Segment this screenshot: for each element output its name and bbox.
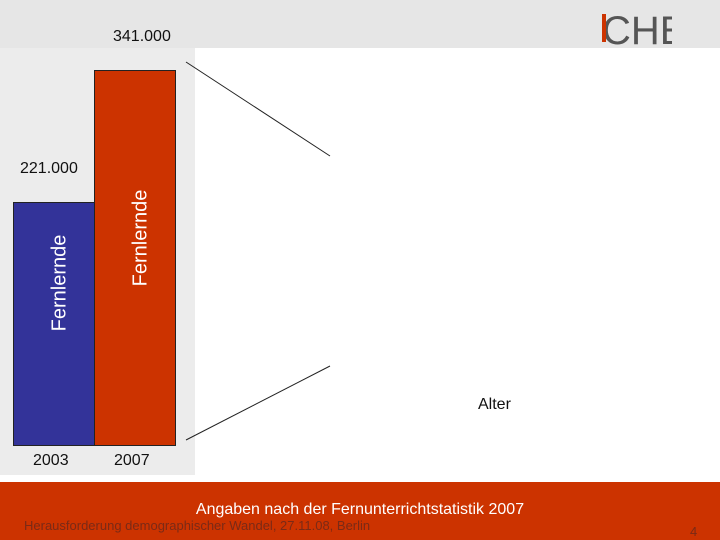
category-label: 2003 [33, 452, 69, 469]
lower-connector-line [185, 365, 331, 441]
che-logo: CHE [602, 9, 672, 48]
bar-2003 [13, 202, 95, 446]
connector-lines [185, 61, 331, 441]
upper-connector-line [185, 61, 331, 157]
header-band [0, 0, 720, 48]
category-label: 2007 [114, 452, 150, 469]
bar-2007 [94, 70, 176, 446]
footer-source-note: Angaben nach der Fernunterrichtstatistik… [195, 501, 525, 518]
page-number: 4 [690, 524, 698, 539]
logo-text: CHE [602, 9, 672, 48]
age-label: Alter [478, 396, 511, 413]
value-label: 341.000 [113, 28, 171, 45]
value-label: 221.000 [20, 160, 78, 177]
footer-event-info: Herausforderung demographischer Wandel, … [24, 518, 371, 533]
footer-bar: Angaben nach der Fernunterrichtstatistik… [0, 482, 720, 540]
